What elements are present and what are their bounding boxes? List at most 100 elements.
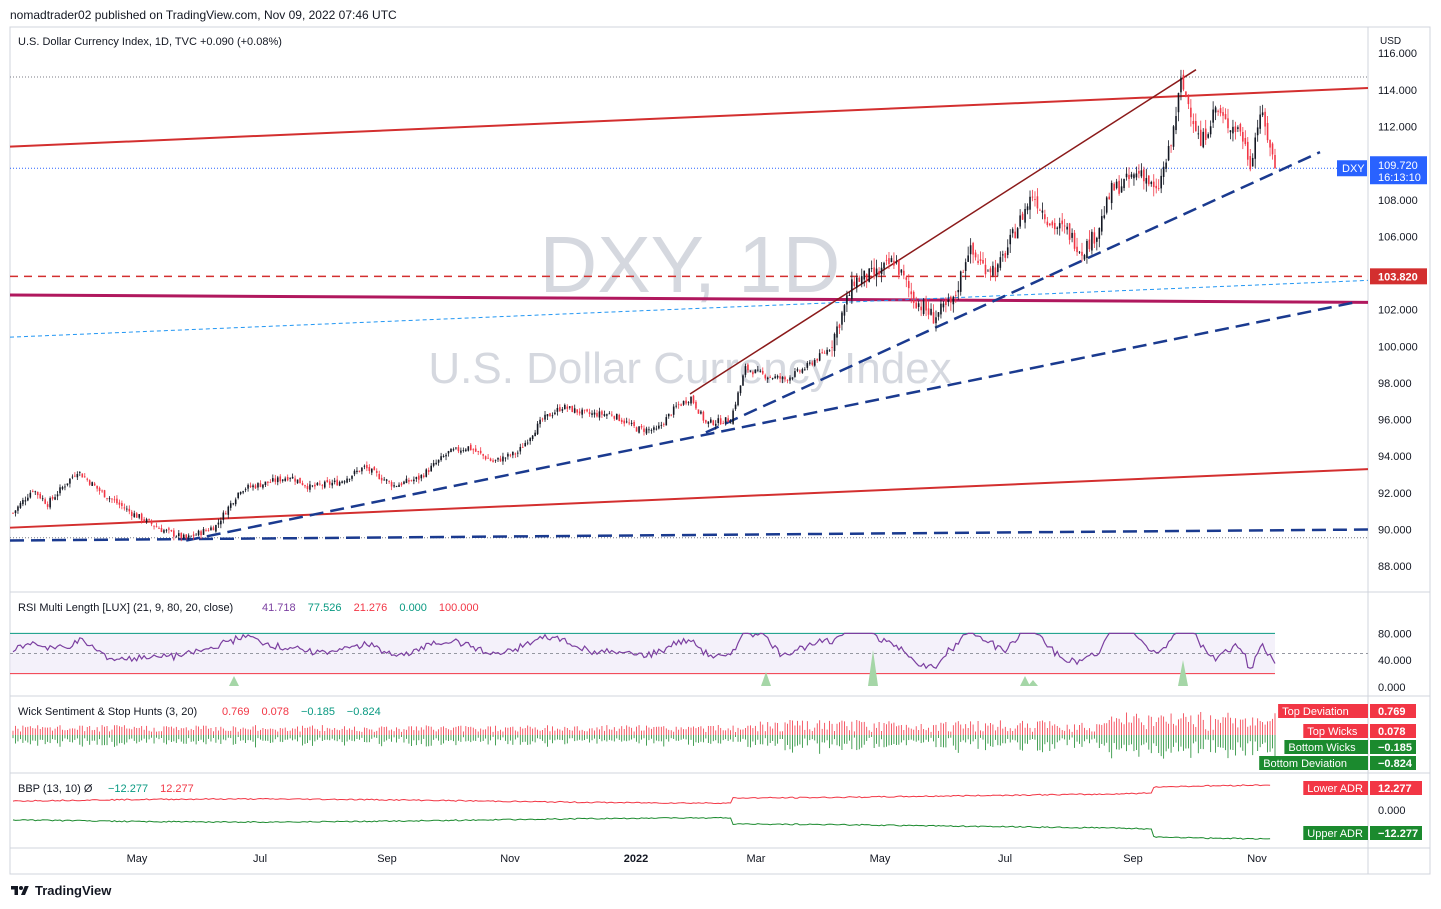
candle-body: [1071, 232, 1073, 238]
candle-body: [341, 481, 343, 483]
candle-body: [361, 467, 363, 472]
wick-bars-group: [12, 711, 1276, 760]
candle-body: [865, 273, 868, 281]
candle-body: [326, 480, 329, 483]
candle-body: [504, 457, 507, 459]
candle-body: [390, 482, 393, 487]
candle-body: [393, 485, 395, 487]
candle-body: [781, 376, 784, 380]
candle-body: [536, 423, 539, 435]
candle-body: [296, 479, 299, 484]
candle-body: [242, 491, 244, 493]
candle-body: [284, 478, 286, 481]
candle-body: [328, 481, 331, 485]
candle-body: [1105, 197, 1108, 213]
candle-body: [1108, 196, 1111, 200]
candle-body: [1039, 209, 1041, 211]
time-axis-label: Jul: [998, 853, 1012, 865]
wick-tag-value: [1370, 740, 1416, 754]
candle-body: [1145, 178, 1148, 184]
wick-tag-name: [1259, 756, 1368, 770]
wick-tag-value-text: −0.185: [1378, 742, 1412, 754]
candle-body: [813, 360, 816, 366]
rsi-line: [12, 632, 1276, 670]
rsi-signal-triangle: [868, 650, 878, 686]
candle-body: [1269, 140, 1271, 148]
bbp-tag-name-text: Upper ADR: [1307, 828, 1363, 840]
candle-body: [549, 413, 551, 417]
candle-body: [1242, 132, 1244, 142]
candle-body: [878, 270, 880, 275]
candle-body: [576, 409, 578, 413]
candle-body: [299, 477, 301, 484]
candle-body: [1192, 121, 1195, 125]
candle-body: [1053, 222, 1056, 230]
candle-body: [138, 514, 140, 518]
candle-body: [517, 452, 519, 454]
candle-body: [601, 411, 603, 415]
candle-body: [732, 410, 734, 424]
candle-body: [1177, 92, 1180, 113]
candle-body: [71, 476, 74, 478]
candle-body: [1016, 228, 1019, 239]
time-axis-label: Nov: [1247, 853, 1267, 865]
candle-body: [856, 277, 858, 288]
candle-body: [88, 480, 91, 485]
candle-body: [98, 487, 101, 492]
candle-body: [821, 352, 823, 354]
candle-body: [487, 457, 489, 459]
candle-body: [722, 423, 724, 425]
candle-body: [371, 468, 373, 473]
candle-body: [645, 428, 648, 434]
footer-brand[interactable]: TradingView: [10, 883, 111, 898]
candle-body: [564, 404, 566, 410]
price-axis-label: 114.000: [1378, 85, 1417, 97]
rsi-pane-title: RSI Multi Length [LUX] (21, 9, 80, 20, c…: [18, 602, 233, 614]
candle-body: [818, 353, 821, 361]
candle-body: [1256, 127, 1259, 136]
wick-tag-value-text: 0.769: [1378, 706, 1406, 718]
candle-body: [700, 411, 702, 414]
wick-pane-title: Wick Sentiment & Stop Hunts (3, 20): [18, 706, 197, 718]
rsi-value: 41.718: [262, 602, 296, 614]
candle-body: [113, 499, 116, 501]
candle-body: [618, 414, 621, 422]
last-price-tag: [1370, 156, 1427, 185]
candle-body: [460, 450, 462, 453]
candle-body: [571, 405, 574, 412]
candle-body: [215, 525, 217, 532]
candle-body: [747, 364, 749, 371]
candle-body: [1058, 223, 1061, 229]
candle-body: [269, 482, 272, 484]
candle-body: [1061, 220, 1063, 225]
candle-body: [427, 470, 430, 473]
candle-body: [1118, 180, 1120, 194]
candle-body: [749, 370, 752, 372]
candle-body: [846, 295, 848, 305]
candle-body: [59, 487, 61, 494]
candle-body: [883, 262, 885, 269]
candle-body: [1093, 232, 1096, 244]
candle-body: [474, 448, 477, 452]
candle-body: [1081, 251, 1083, 256]
candle-body: [526, 442, 529, 444]
channel-upper-line: [9, 87, 1369, 148]
price-axis-label: 88.000: [1378, 561, 1412, 573]
time-axis-label: Mar: [747, 853, 766, 865]
candle-body: [880, 267, 883, 275]
candle-body: [56, 494, 59, 497]
candle-body: [912, 291, 915, 303]
candle-body: [388, 481, 390, 482]
candle-body: [999, 257, 1002, 268]
candle-body: [823, 352, 826, 354]
candle-body: [714, 423, 717, 426]
candle-body: [165, 529, 168, 531]
candle-body: [1170, 145, 1172, 147]
candle-body: [257, 483, 259, 488]
candle-body: [742, 375, 744, 386]
candle-body: [1150, 181, 1153, 184]
candle-body: [187, 535, 190, 538]
candle-body: [1034, 199, 1036, 200]
candle-body: [316, 482, 319, 486]
